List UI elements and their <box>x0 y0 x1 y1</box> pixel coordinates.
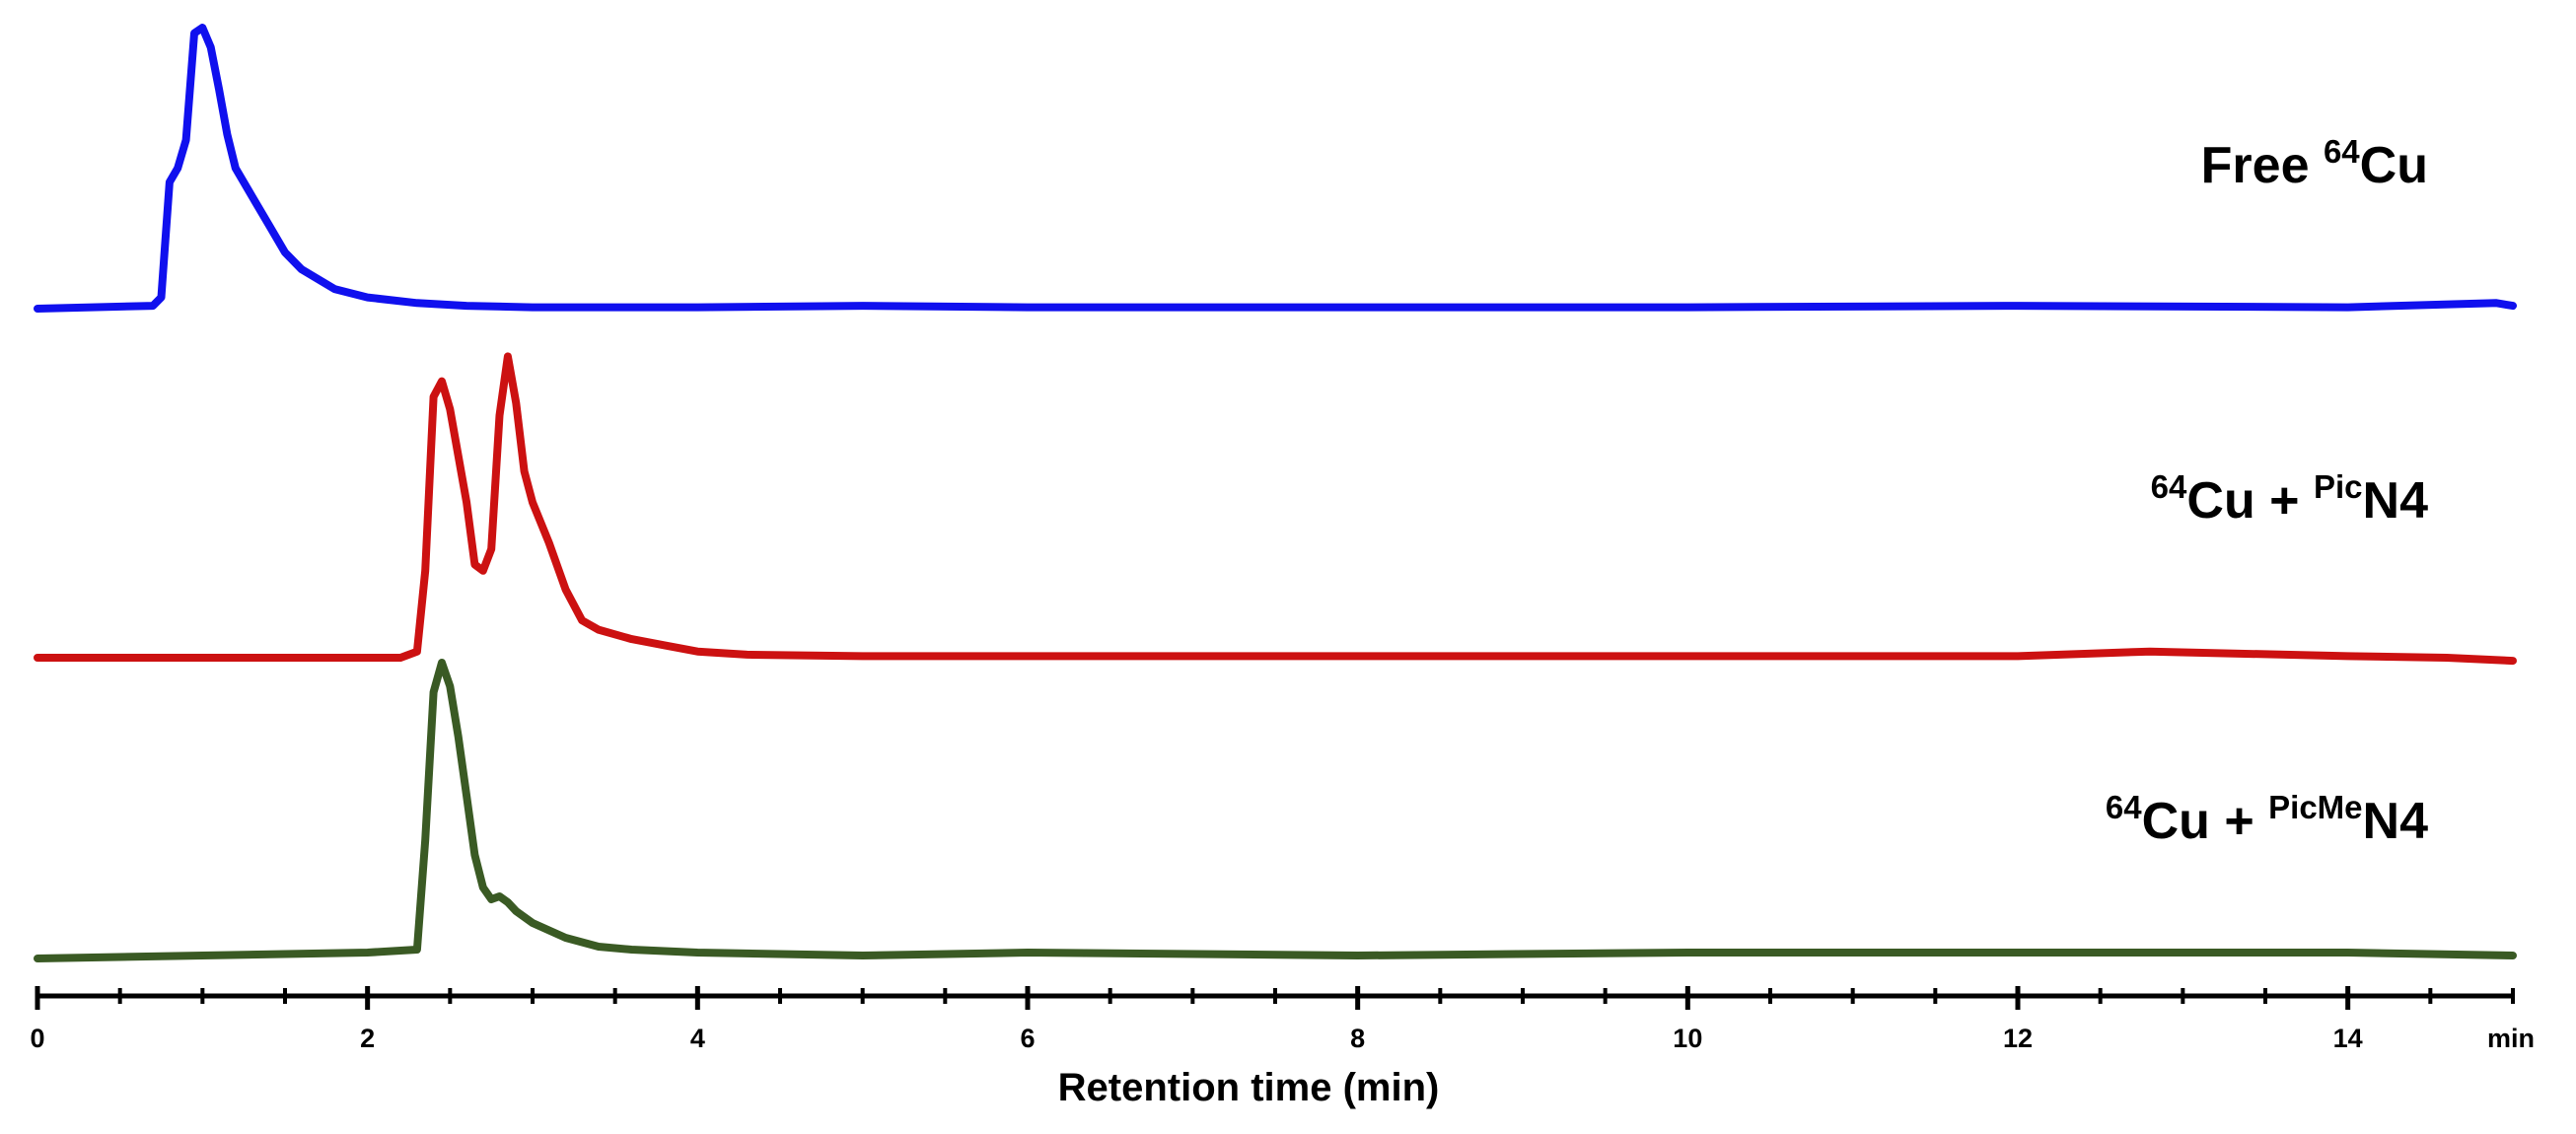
x-tick-label: 8 <box>1350 1024 1365 1053</box>
traces-group <box>34 24 2517 962</box>
x-tick-label: 6 <box>1020 1024 1035 1053</box>
series-label-3: 64Cu + PicMeN4 <box>2106 789 2428 850</box>
x-axis-title: Retention time (min) <box>1058 1066 1440 1109</box>
x-tick-label: 12 <box>2003 1024 2033 1053</box>
series-label-2: 64Cu + PicN4 <box>2151 468 2428 530</box>
x-tick-label: 0 <box>30 1024 44 1053</box>
x-tick-label: 10 <box>1673 1024 1702 1053</box>
x-axis: 0 2 4 6 8 10 12 14 min Retention time (min) <box>30 986 2535 1109</box>
series-labels-group: Free 64Cu 64Cu + PicN4 64Cu + PicMeN4 <box>2106 133 2428 850</box>
series-line-3 <box>34 659 2517 962</box>
x-tick-label: 4 <box>690 1024 705 1053</box>
series-line-2 <box>34 352 2517 666</box>
x-axis-ticks: 0 2 4 6 8 10 12 14 <box>30 986 2515 1053</box>
x-tick-label: 14 <box>2333 1024 2363 1053</box>
series-line-1 <box>34 24 2517 313</box>
x-axis-unit-label: min <box>2487 1024 2535 1053</box>
x-tick-label: 2 <box>360 1024 375 1053</box>
series-label-1: Free 64Cu <box>2201 133 2428 194</box>
